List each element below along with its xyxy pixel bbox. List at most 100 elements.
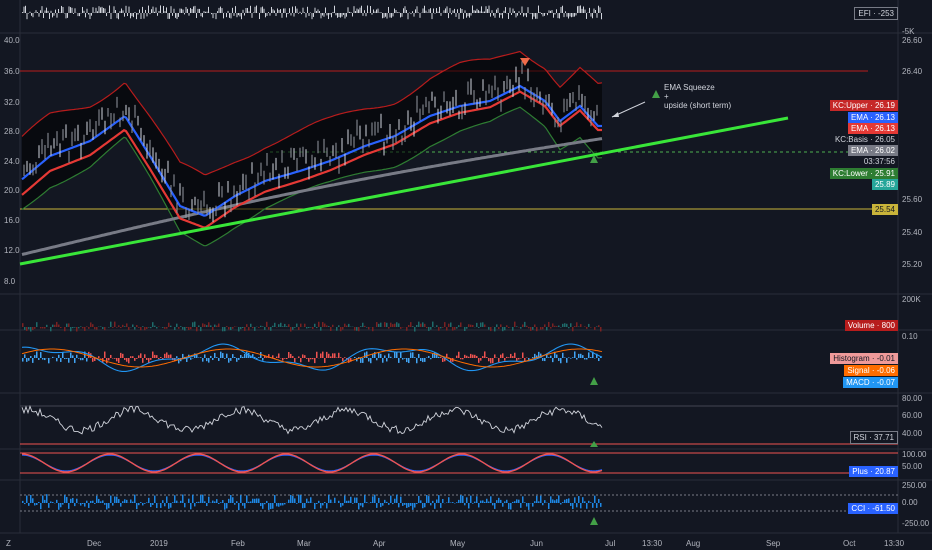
bar: [400, 496, 402, 503]
bar: [455, 13, 457, 17]
bar: [318, 321, 320, 327]
efi-axis-label: -5K: [902, 27, 915, 36]
bar: [290, 494, 292, 503]
bar: [300, 494, 302, 503]
bar: [559, 13, 560, 19]
bar: [460, 8, 461, 13]
bar: [359, 7, 361, 13]
trend-line[interactable]: [19, 116, 789, 266]
bar: [188, 327, 190, 331]
bar: [508, 13, 509, 19]
bar: [550, 327, 552, 329]
bar: [372, 353, 374, 358]
bar: [37, 12, 38, 13]
bar: [112, 503, 114, 506]
bar: [512, 501, 514, 503]
bar: [194, 5, 196, 13]
bar: [236, 13, 238, 18]
bar: [548, 357, 550, 358]
bar: [158, 358, 160, 360]
bar: [298, 13, 299, 14]
bar: [580, 503, 582, 509]
bar: [383, 13, 385, 18]
bar: [368, 358, 370, 362]
bar: [350, 358, 352, 362]
bar: [82, 503, 84, 504]
bar: [214, 501, 216, 503]
bar: [170, 354, 172, 358]
bar: [288, 499, 290, 503]
bar: [30, 327, 32, 332]
bar: [314, 7, 316, 13]
bar: [94, 358, 96, 361]
bar: [288, 324, 290, 327]
bar: [440, 503, 442, 508]
bar: [392, 13, 394, 17]
bar: [130, 356, 132, 358]
bar: [197, 8, 199, 13]
bar: [22, 12, 23, 13]
bar: [286, 326, 288, 327]
bar: [244, 13, 245, 16]
bar: [230, 13, 232, 19]
bar: [368, 327, 370, 330]
bar: [444, 358, 446, 362]
bar: [592, 13, 593, 19]
bar: [169, 13, 170, 19]
bar: [452, 502, 454, 503]
bar: [522, 324, 524, 327]
bar: [182, 494, 184, 503]
bar: [574, 13, 575, 17]
histogram-tag: Histogram · -0.01: [830, 353, 898, 364]
bar: [596, 13, 598, 18]
bar: [250, 5, 251, 13]
bar: [460, 495, 462, 503]
bar: [492, 358, 494, 364]
bar: [486, 357, 488, 358]
bar: [434, 351, 436, 358]
bar: [558, 358, 560, 361]
bar: [476, 8, 478, 13]
bar: [530, 327, 532, 331]
bar: [128, 358, 130, 364]
bar: [150, 327, 152, 329]
bar: [372, 496, 374, 503]
bar: [236, 358, 238, 362]
bar: [142, 326, 144, 327]
bar: [474, 501, 476, 503]
bar: [362, 503, 364, 508]
bar: [450, 322, 452, 327]
bar: [430, 8, 431, 13]
bar: [74, 503, 76, 507]
price-bars: [23, 61, 598, 223]
bar: [566, 323, 568, 327]
bar: [166, 7, 167, 13]
bar: [238, 358, 240, 360]
bar: [366, 327, 368, 328]
bar: [58, 324, 60, 327]
bar: [450, 358, 452, 363]
bar: [254, 498, 256, 503]
bar: [584, 358, 586, 360]
bar: [66, 358, 68, 359]
bar: [126, 499, 128, 503]
cci-axis-label: 0.00: [902, 498, 918, 507]
bar: [132, 324, 134, 327]
bar: [77, 13, 79, 17]
bar: [42, 495, 44, 503]
bar: [514, 501, 516, 503]
bar: [88, 503, 90, 508]
bar: [32, 13, 34, 18]
time-axis-label: Jun: [530, 539, 543, 548]
bar: [342, 327, 344, 330]
bar: [536, 495, 538, 503]
bar: [133, 13, 134, 18]
bar: [342, 358, 344, 362]
bar: [212, 13, 214, 19]
bar: [260, 7, 262, 13]
bar: [334, 353, 336, 358]
bar: [595, 9, 596, 13]
bar: [216, 499, 218, 503]
bar: [36, 503, 38, 505]
